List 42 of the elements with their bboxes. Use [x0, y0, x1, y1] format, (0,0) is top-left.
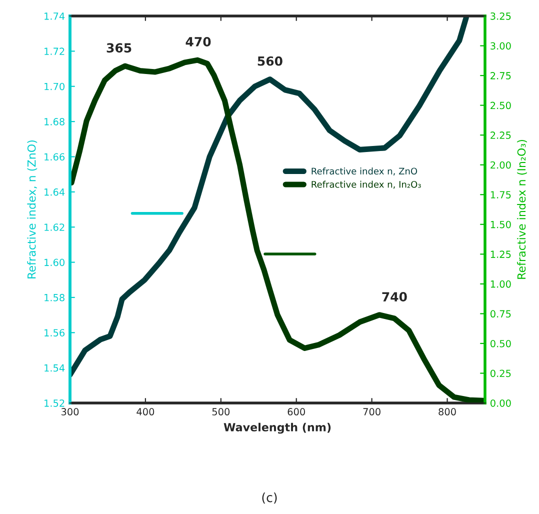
y-tick-label: 1.70: [44, 82, 64, 90]
x-tick-label: 400: [136, 408, 154, 416]
legend-label: Refractive index n, ZnO: [312, 168, 418, 176]
annotation: 365: [106, 43, 132, 53]
y2-tick-label: 0.00: [490, 399, 511, 407]
y-tick-label: 1.62: [44, 224, 64, 231]
y-tick-label: 1.66: [44, 153, 65, 161]
y2-tick-label: 1.00: [490, 280, 511, 288]
y-axis-title: Refractive index, n (ZnO): [27, 140, 38, 278]
y-tick-label: 1.68: [44, 118, 64, 126]
text: (c): [262, 492, 277, 504]
y2-axis-title: Refractive index n (In₂O₃): [517, 140, 527, 279]
y2-tick-label: 2.00: [490, 161, 511, 169]
x-tick-label: 800: [438, 408, 456, 416]
x-tick-label: 700: [363, 408, 380, 416]
annotation: 470: [186, 36, 211, 46]
legend-label: Refractive index n, In₂O₃: [312, 180, 421, 189]
annotation: 740: [382, 292, 407, 302]
x-tick-label: 300: [61, 408, 79, 416]
y-tick-label: 1.56: [44, 329, 65, 336]
x-axis-title: Wavelength (nm): [224, 422, 331, 434]
y-tick-label: 1.58: [44, 294, 64, 302]
y2-tick-label: 0.50: [490, 340, 511, 348]
y2-tick-label: 2.50: [490, 102, 511, 110]
y-tick-label: 1.74: [44, 12, 65, 20]
x-tick-label: 600: [288, 408, 305, 416]
y-tick-label: 1.72: [44, 48, 64, 55]
y-tick-label: 1.54: [44, 364, 65, 372]
y2-tick-label: 1.50: [490, 220, 511, 228]
annotation: 560: [258, 56, 282, 66]
y2-tick-label: 0.75: [490, 310, 511, 318]
y2-tick-label: 1.25: [490, 250, 511, 258]
y2-tick-label: 3.00: [490, 42, 511, 50]
y2-tick-label: 3.25: [490, 12, 511, 20]
y2-tick-label: 2.75: [490, 72, 511, 80]
y2-tick-label: 0.25: [490, 370, 511, 378]
y-tick-label: 1.60: [44, 258, 64, 266]
x-tick-label: 500: [212, 408, 230, 416]
y-tick-label: 1.64: [44, 188, 65, 196]
y2-tick-label: 1.75: [490, 191, 511, 198]
y-tick-label: 1.52: [44, 399, 64, 407]
y2-tick-label: 2.25: [490, 132, 511, 139]
